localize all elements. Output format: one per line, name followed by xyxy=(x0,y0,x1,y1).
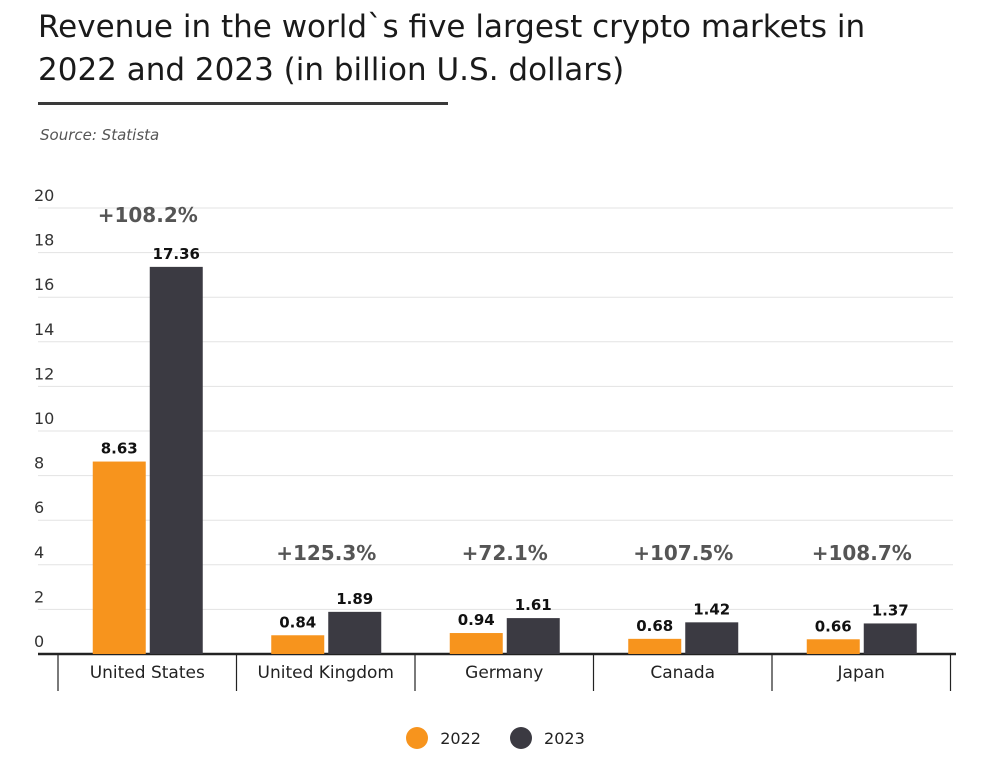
bar-2023-4 xyxy=(863,623,917,654)
bar-2023-2 xyxy=(506,618,560,654)
growth-annotation-4: +108.7% xyxy=(812,541,912,565)
x-tick-label-4: Japan xyxy=(837,663,885,683)
growth-annotation-0: +108.2% xyxy=(98,203,198,227)
data-label-2022-1: 0.84 xyxy=(279,613,316,631)
bar-chart: 0 2 4 6 8 10 12 14 16 18 20 United States United Kin… xyxy=(34,186,956,691)
growth-annotation-1: +125.3% xyxy=(276,541,376,565)
x-tick-label-3: Canada xyxy=(650,663,715,683)
y-tick-label-6: 6 xyxy=(34,498,44,517)
legend-swatch-2022 xyxy=(406,727,429,749)
legend-item-2022: 2022 xyxy=(406,727,481,749)
legend: 2022 2023 xyxy=(0,727,991,753)
title-underline xyxy=(38,102,448,105)
legend-label-2023: 2023 xyxy=(544,728,585,748)
bar-2022-1 xyxy=(271,635,325,654)
y-tick-label-8: 8 xyxy=(34,454,44,473)
bar-2022-3 xyxy=(628,638,682,654)
growth-annotation-3: +107.5% xyxy=(633,541,733,565)
y-tick-label-10: 10 xyxy=(34,409,54,428)
y-tick-label-18: 18 xyxy=(34,231,54,250)
chart-title: Revenue in the world`s five largest cryp… xyxy=(38,9,866,88)
legend-label-2022: 2022 xyxy=(440,728,481,748)
data-label-2023-1: 1.89 xyxy=(336,590,373,608)
x-tick-label-1: United Kingdom xyxy=(258,663,394,683)
x-tick-label-2: Germany xyxy=(465,663,543,683)
source-note: Source: Statista xyxy=(40,126,160,144)
legend-swatch-2023 xyxy=(510,727,533,749)
data-label-2022-2: 0.94 xyxy=(458,611,495,629)
y-tick-label-20: 20 xyxy=(34,186,54,205)
growth-annotation-2: +72.1% xyxy=(462,541,548,565)
y-tick-label-4: 4 xyxy=(34,543,44,562)
data-label-2023-3: 1.42 xyxy=(693,600,730,618)
bar-2023-0 xyxy=(149,266,203,654)
y-tick-label-16: 16 xyxy=(34,275,54,294)
y-tick-label-0: 0 xyxy=(34,632,44,651)
data-label-2022-3: 0.68 xyxy=(636,617,673,635)
data-label-2022-4: 0.66 xyxy=(815,617,852,635)
data-label-2023-2: 1.61 xyxy=(515,596,552,614)
data-label-2023-0: 17.36 xyxy=(153,245,200,263)
y-tick-label-12: 12 xyxy=(34,364,54,383)
data-label-2023-4: 1.37 xyxy=(872,601,909,619)
y-tick-label-14: 14 xyxy=(34,320,54,339)
bar-2022-2 xyxy=(449,633,503,654)
x-tick-label-0: United States xyxy=(90,663,205,683)
bar-2022-4 xyxy=(806,639,860,654)
y-tick-label-2: 2 xyxy=(34,587,44,606)
legend-item-2023: 2023 xyxy=(510,727,585,749)
bar-2023-1 xyxy=(328,611,382,654)
data-label-2022-0: 8.63 xyxy=(101,440,138,458)
bar-2023-3 xyxy=(685,622,739,654)
bar-2022-0 xyxy=(92,461,146,654)
